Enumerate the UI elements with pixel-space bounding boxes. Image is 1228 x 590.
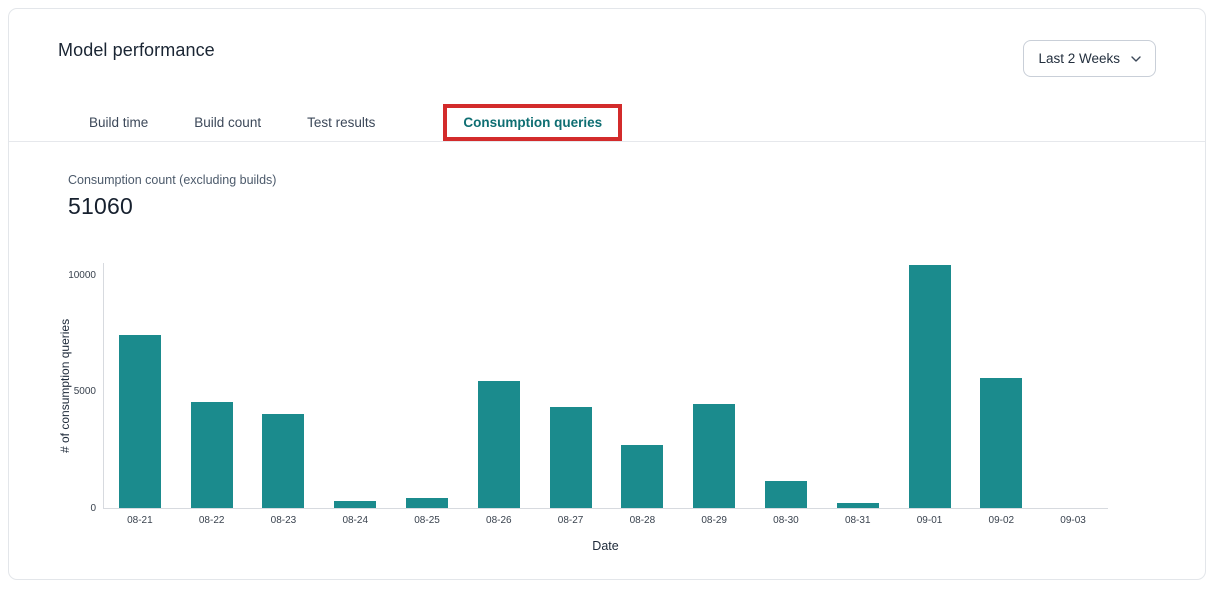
tab-build-time[interactable]: Build time (89, 115, 149, 130)
x-tick-label: 08-25 (414, 515, 440, 526)
y-tick-label: 5000 (73, 386, 96, 398)
bar-08-24[interactable] (334, 500, 377, 508)
x-axis-title: Date (592, 539, 619, 553)
tab-consumption-queries[interactable]: Consumption queries (463, 115, 603, 130)
bar-08-31[interactable] (836, 502, 879, 508)
x-tick-label: 08-22 (198, 515, 225, 526)
bar-09-02[interactable] (980, 378, 1023, 508)
metric-label: Consumption count (excluding builds) (68, 173, 277, 187)
bar-09-01[interactable] (908, 264, 951, 508)
x-tick-label: 09-03 (1060, 515, 1086, 526)
bar-08-28[interactable] (621, 445, 664, 508)
bar-08-27[interactable] (549, 406, 592, 508)
chevron-down-icon (1131, 55, 1141, 62)
x-tick-label: 08-23 (270, 515, 297, 526)
x-tick-label: 08-29 (701, 515, 727, 526)
x-tick-label: 08-30 (773, 515, 799, 526)
tab-build-count[interactable]: Build count (194, 115, 262, 130)
date-range-value: Last 2 Weeks (1038, 51, 1120, 66)
x-tick-label: 08-28 (629, 515, 656, 526)
bar-08-30[interactable] (764, 481, 807, 508)
tab-bar: Build time Build count Test results Cons… (9, 104, 1205, 142)
tab-test-results[interactable]: Test results (307, 115, 376, 130)
y-tick-label: 0 (90, 503, 96, 514)
plot-area: 0 5000 10000 08-21 08-22 08-23 08-24 08-25 08-26… (68, 263, 1108, 526)
metric-value: 51060 (68, 193, 133, 219)
bar-08-29[interactable] (693, 404, 736, 508)
x-tick-label: 08-24 (342, 515, 369, 526)
model-performance-card: Model performance Last 2 Weeks Build tim… (8, 8, 1206, 580)
x-tick-label: 09-01 (916, 515, 943, 526)
bar-08-22[interactable] (190, 401, 233, 508)
bar-08-23[interactable] (262, 414, 305, 508)
y-tick-label: 10000 (68, 269, 96, 281)
consumption-queries-chart: # of consumption queries 0 5000 10000 08-21… (9, 263, 1205, 563)
bar-08-21[interactable] (118, 334, 161, 508)
annotation-highlight-box: Consumption queries (443, 104, 623, 141)
bar-08-26[interactable] (477, 380, 520, 508)
x-tick-label: 09-02 (988, 515, 1015, 526)
x-tick-label: 08-26 (486, 515, 512, 526)
date-range-dropdown[interactable]: Last 2 Weeks (1023, 40, 1156, 77)
x-tick-label: 08-27 (557, 515, 584, 526)
bar-08-25[interactable] (406, 497, 449, 508)
x-tick-label: 08-31 (844, 515, 871, 526)
page-title: Model performance (58, 40, 215, 60)
x-tick-label: 08-21 (127, 515, 153, 526)
